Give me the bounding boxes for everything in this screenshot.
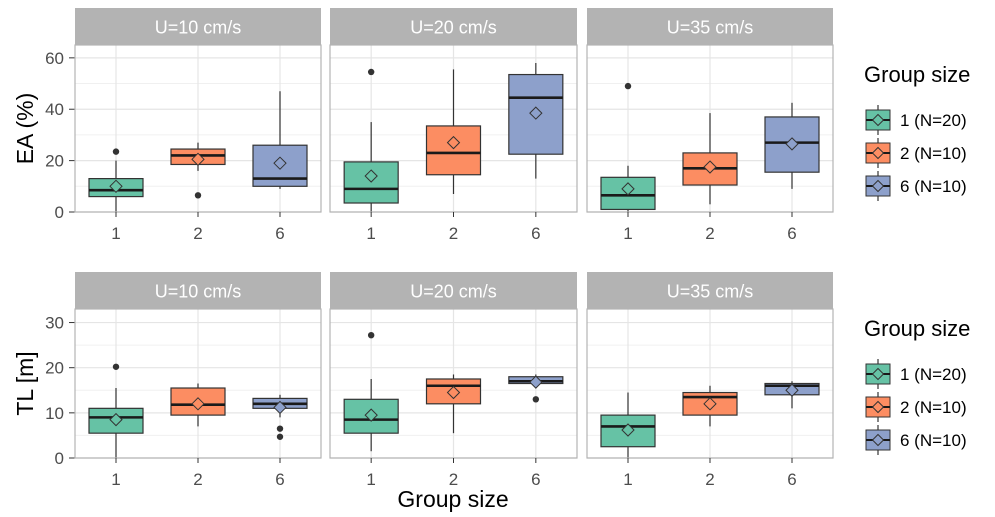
y-tick-label: 40 bbox=[45, 100, 64, 119]
x-tick-label: 6 bbox=[531, 470, 540, 489]
y-axis-title: EA (%) bbox=[12, 93, 38, 165]
outlier-point bbox=[624, 82, 632, 90]
y-tick-label: 30 bbox=[45, 314, 64, 333]
mean-marker bbox=[785, 383, 799, 397]
y-tick-label: 20 bbox=[45, 359, 64, 378]
mean-marker bbox=[273, 156, 287, 170]
legend-title: Group size bbox=[864, 316, 970, 341]
y-axis-title: TL [m] bbox=[12, 351, 38, 415]
x-tick-label: 2 bbox=[193, 224, 202, 243]
y-tick-label: 20 bbox=[45, 152, 64, 171]
outlier-point bbox=[194, 192, 202, 199]
legend-entry-label: 1 (N=20) bbox=[900, 111, 967, 130]
mean-marker bbox=[529, 106, 543, 120]
facet-strip-label: U=10 cm/s bbox=[155, 282, 242, 302]
mean-marker bbox=[273, 400, 287, 415]
mean-marker bbox=[446, 385, 461, 400]
x-tick-label: 2 bbox=[449, 224, 458, 243]
x-tick-label: 1 bbox=[111, 224, 120, 243]
outlier-point bbox=[112, 148, 120, 155]
legend-key-mean-marker bbox=[871, 400, 885, 414]
legend-key-mean-marker bbox=[871, 113, 885, 127]
outlier-point bbox=[276, 433, 284, 440]
outlier-point bbox=[276, 425, 284, 432]
facet-strip bbox=[75, 8, 321, 45]
outlier-point bbox=[367, 68, 375, 76]
facet-strip-label: U=20 cm/s bbox=[410, 282, 497, 302]
facet-strip-label: U=20 cm/s bbox=[410, 18, 497, 38]
x-tick-label: 1 bbox=[623, 470, 632, 489]
mean-marker bbox=[109, 179, 123, 194]
x-tick-label: 6 bbox=[275, 224, 284, 243]
x-tick-label: 6 bbox=[275, 470, 284, 489]
x-tick-label: 6 bbox=[531, 224, 540, 243]
facet-strip bbox=[587, 8, 833, 45]
y-tick-label: 60 bbox=[45, 49, 64, 68]
mean-marker bbox=[109, 412, 123, 427]
mean-marker bbox=[703, 397, 717, 411]
shared-x-axis-title: Group size bbox=[397, 486, 508, 512]
legend-entry-label: 6 (N=10) bbox=[900, 177, 967, 196]
legend-key-mean-marker bbox=[871, 146, 885, 160]
x-tick-label: 1 bbox=[366, 224, 375, 243]
x-tick-label: 1 bbox=[366, 470, 375, 489]
mean-marker bbox=[446, 135, 461, 150]
mean-marker bbox=[529, 375, 543, 389]
outlier-point bbox=[532, 396, 540, 403]
x-tick-label: 2 bbox=[449, 470, 458, 489]
outlier-point bbox=[112, 363, 120, 370]
x-tick-label: 6 bbox=[787, 470, 796, 489]
mean-marker bbox=[364, 408, 378, 422]
mean-marker bbox=[621, 423, 635, 437]
x-tick-label: 6 bbox=[787, 224, 796, 243]
facet-strip-label: U=35 cm/s bbox=[667, 18, 754, 38]
facet-strip bbox=[587, 272, 833, 309]
outlier-point bbox=[367, 331, 375, 339]
mean-marker bbox=[364, 169, 378, 183]
box-iqr bbox=[425, 125, 482, 176]
mean-marker bbox=[703, 160, 717, 174]
facet-strip bbox=[75, 272, 321, 309]
mean-marker bbox=[191, 397, 205, 411]
legend-entry-label: 2 (N=10) bbox=[900, 144, 967, 163]
x-tick-label: 2 bbox=[705, 470, 714, 489]
legend-key-mean-marker bbox=[871, 179, 885, 193]
mean-marker bbox=[191, 152, 205, 167]
x-tick-label: 1 bbox=[111, 470, 120, 489]
legend-entry-label: 2 (N=10) bbox=[900, 398, 967, 417]
facet-strip-label: U=10 cm/s bbox=[155, 18, 242, 38]
x-tick-label: 2 bbox=[705, 224, 714, 243]
legend-key-mean-marker bbox=[871, 367, 885, 381]
mean-marker bbox=[785, 137, 799, 151]
mean-marker bbox=[621, 182, 635, 196]
facet-strip bbox=[330, 272, 577, 309]
y-tick-label: 0 bbox=[55, 203, 64, 222]
y-tick-label: 10 bbox=[45, 404, 64, 423]
legend-entry-label: 6 (N=10) bbox=[900, 431, 967, 450]
x-tick-label: 2 bbox=[193, 470, 202, 489]
y-tick-label: 0 bbox=[55, 449, 64, 468]
facet-strip-label: U=35 cm/s bbox=[667, 282, 754, 302]
legend-title: Group size bbox=[864, 62, 970, 87]
legend-entry-label: 1 (N=20) bbox=[900, 365, 967, 384]
facet-strip bbox=[330, 8, 577, 45]
legend-key-mean-marker bbox=[871, 433, 885, 447]
x-tick-label: 1 bbox=[623, 224, 632, 243]
